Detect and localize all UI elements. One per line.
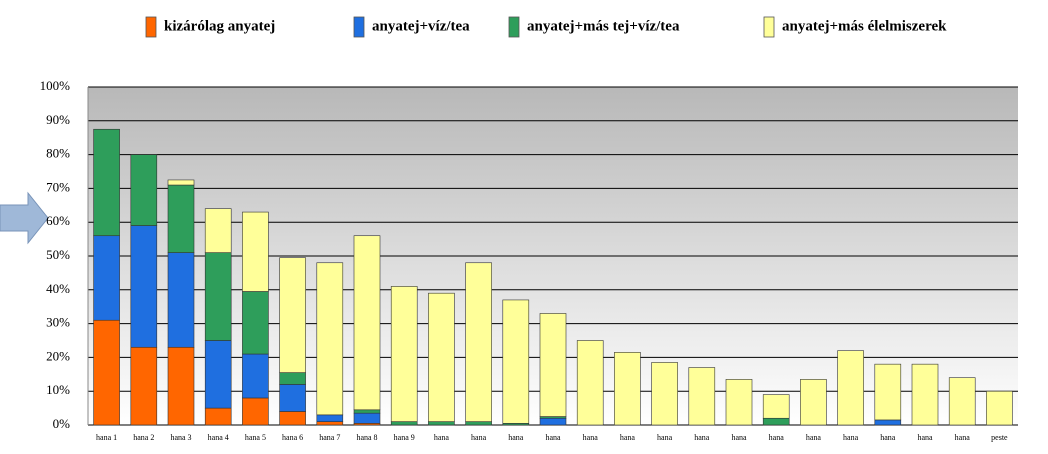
x-tick-label: hana 8 — [356, 433, 377, 442]
bar-segment — [800, 379, 827, 426]
bar-segment — [242, 211, 269, 292]
legend-label: anyatej+más élelmiszerek — [782, 18, 947, 34]
x-tick-label: hana 4 — [208, 433, 229, 442]
bar-segment — [167, 179, 195, 186]
legend-label: kizárólag anyatej — [164, 18, 275, 34]
y-tick-label: 20% — [46, 348, 70, 363]
bar-segment — [651, 362, 678, 426]
y-tick-label: 10% — [46, 382, 70, 397]
bar-segment — [93, 235, 120, 321]
bar-segment — [874, 419, 902, 426]
y-tick-label: 60% — [46, 213, 70, 228]
bar-segment — [353, 235, 381, 411]
bar-segment — [130, 346, 158, 426]
bar-segment — [911, 363, 939, 426]
bar-segment — [874, 363, 902, 421]
bar-segment — [986, 390, 1013, 426]
x-tick-label: hana — [620, 433, 636, 442]
legend-label: anyatej+víz/tea — [372, 18, 470, 34]
x-tick-label: hana — [694, 433, 710, 442]
y-tick-label: 30% — [46, 315, 70, 330]
x-tick-label: hana — [731, 433, 747, 442]
bar-segment — [316, 421, 344, 426]
x-tick-label: hana — [843, 433, 859, 442]
bar-segment — [539, 417, 567, 426]
x-tick-label: hana 9 — [394, 433, 415, 442]
bar-segment — [93, 128, 120, 237]
bar-segment — [279, 384, 306, 412]
legend-swatch — [763, 16, 775, 38]
bar-segment — [204, 340, 232, 409]
arrow-shape — [0, 191, 49, 245]
bar-segment — [576, 340, 604, 426]
y-tick-label: 100% — [40, 78, 71, 93]
y-tick-label: 0% — [53, 416, 71, 431]
bar-segment — [428, 421, 455, 426]
bar-segment — [242, 397, 269, 426]
x-tick-label: hana — [471, 433, 487, 442]
bar-segment — [279, 411, 306, 426]
bar-segment — [837, 350, 864, 426]
x-tick-label: peste — [991, 433, 1008, 442]
x-tick-label: hana — [657, 433, 673, 442]
x-tick-label: hana — [434, 433, 450, 442]
x-tick-label: hana — [955, 433, 971, 442]
x-tick-label: hana 5 — [245, 433, 266, 442]
legend-label: anyatej+más tej+víz/tea — [527, 18, 680, 34]
bar-segment — [539, 313, 567, 417]
legend-swatch — [508, 16, 520, 38]
bar-segment — [130, 225, 158, 348]
bar-segment — [948, 377, 976, 426]
legend-swatch — [353, 16, 365, 38]
x-tick-label: hana — [806, 433, 822, 442]
x-tick-label: hana 6 — [282, 433, 303, 442]
y-tick-label: 70% — [46, 179, 70, 194]
bar-segment — [167, 184, 195, 253]
bar-segment — [93, 319, 120, 426]
x-tick-label: hana 7 — [319, 433, 340, 442]
bar-segment — [762, 417, 790, 426]
bar-segment — [279, 372, 306, 385]
legend-swatch — [145, 16, 157, 38]
bar-segment — [390, 286, 418, 422]
bar-segment — [353, 412, 381, 424]
bar-segment — [204, 208, 232, 253]
y-tick-label: 80% — [46, 146, 70, 161]
bar-segment — [242, 291, 269, 355]
bar-segment — [725, 379, 753, 426]
x-tick-label: hana 3 — [170, 433, 191, 442]
bar-segment — [130, 154, 158, 226]
x-tick-label: hana 2 — [133, 433, 154, 442]
bar-segment — [167, 346, 195, 426]
bar-segment — [204, 407, 232, 426]
bar-segment — [316, 414, 344, 422]
bar-segment — [502, 299, 530, 424]
bar-segment — [353, 409, 381, 414]
bar-segment — [242, 353, 269, 399]
x-tick-label: hana — [508, 433, 524, 442]
y-tick-label: 50% — [46, 247, 70, 262]
y-tick-label: 90% — [46, 112, 70, 127]
y-tick-label: 40% — [46, 281, 70, 296]
bar-segment — [762, 394, 790, 419]
bar-segment — [428, 292, 455, 422]
bar-segment — [167, 252, 195, 348]
x-tick-label: hana — [917, 433, 933, 442]
bar-segment — [316, 262, 344, 416]
bar-segment — [465, 262, 492, 422]
bar-segment — [465, 421, 492, 426]
x-tick-label: hana — [880, 433, 896, 442]
x-tick-label: hana — [769, 433, 785, 442]
x-tick-label: hana — [583, 433, 599, 442]
bar-segment — [390, 421, 418, 426]
x-tick-label: hana 1 — [96, 433, 117, 442]
bar-segment — [204, 252, 232, 341]
bar-segment — [279, 257, 306, 373]
bar-segment — [688, 367, 716, 426]
x-tick-label: hana — [545, 433, 561, 442]
bar-segment — [614, 352, 641, 426]
